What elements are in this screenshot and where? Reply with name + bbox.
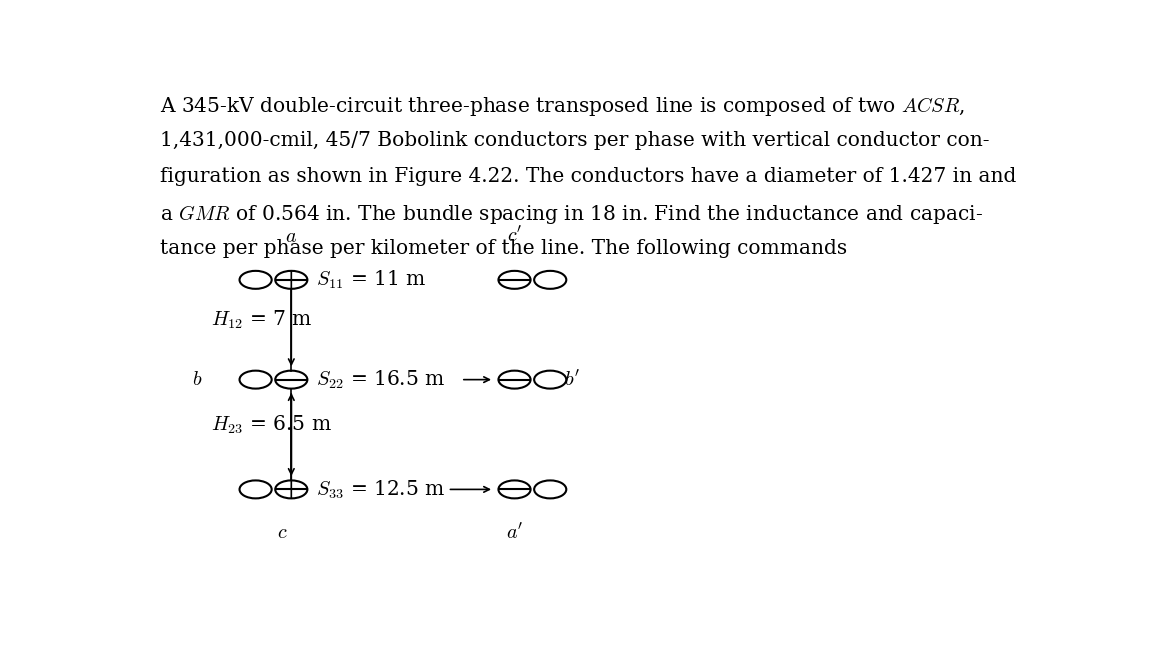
Text: 1,431,000-cmil, 45/7 Bobolink conductors per phase with vertical conductor con-: 1,431,000-cmil, 45/7 Bobolink conductors…	[160, 131, 990, 150]
Text: $a'$: $a'$	[506, 524, 523, 544]
Text: $S_{22}$ = 16.5 m: $S_{22}$ = 16.5 m	[317, 369, 446, 391]
Text: $S_{11}$ = 11 m: $S_{11}$ = 11 m	[317, 269, 426, 291]
Text: $c$: $c$	[278, 524, 288, 542]
Text: figuration as shown in Figure 4.22. The conductors have a diameter of 1.427 in a: figuration as shown in Figure 4.22. The …	[160, 167, 1016, 186]
Text: a $GMR$ of 0.564 in. The bundle spacing in 18 in. Find the inductance and capaci: a $GMR$ of 0.564 in. The bundle spacing …	[160, 203, 983, 226]
Text: $H_{12}$ = 7 m: $H_{12}$ = 7 m	[211, 308, 312, 331]
Text: $S_{33}$ = 12.5 m: $S_{33}$ = 12.5 m	[317, 478, 446, 501]
Text: $c'$: $c'$	[507, 226, 522, 246]
Text: tance per phase per kilometer of the line. The following commands: tance per phase per kilometer of the lin…	[160, 239, 847, 258]
Text: $a$: $a$	[286, 227, 297, 246]
Text: A 345-kV double-circuit three-phase transposed line is composed of two $ACSR$,: A 345-kV double-circuit three-phase tran…	[160, 95, 964, 118]
Text: $b$: $b$	[191, 370, 202, 389]
Text: $b'$: $b'$	[563, 369, 581, 389]
Text: $H_{23}$ = 6.5 m: $H_{23}$ = 6.5 m	[211, 413, 332, 435]
